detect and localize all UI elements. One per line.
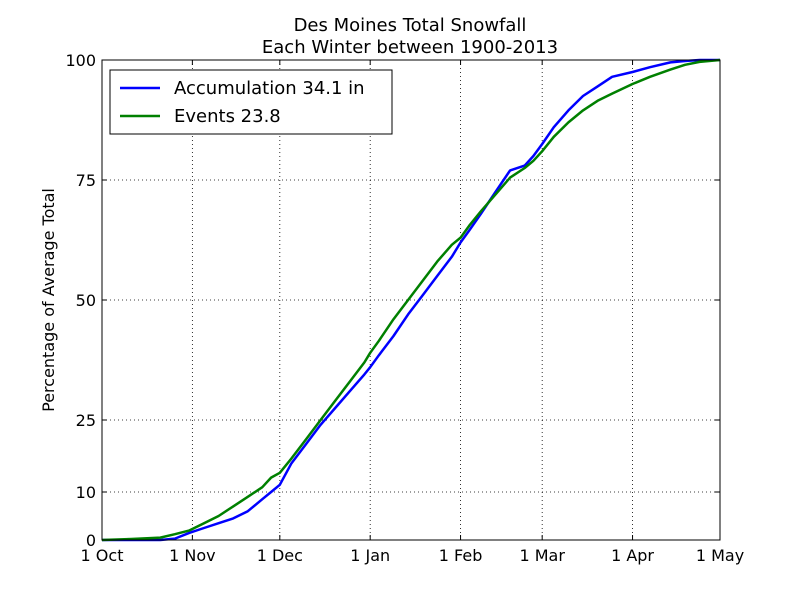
series-line-2 [101,58,721,542]
y-tick-label: 10 [76,483,96,502]
series-line-1 [102,58,720,542]
series-layer [101,58,721,542]
x-tick-label: 1 Jan [350,546,390,565]
x-tick-label: 1 Oct [81,546,124,565]
x-tick-label: 1 Nov [169,546,216,565]
y-tick-label: 0 [86,531,96,550]
legend-frame [109,69,393,135]
y-axis-label: Percentage of Average Total [39,188,58,412]
chart-title: Des Moines Total Snowfall [294,15,527,36]
legend-label: Accumulation 34.1 in [174,78,365,99]
x-tick-label: 1 Apr [611,546,654,565]
y-tick-label: 75 [76,171,96,190]
y-tick-label: 50 [76,291,96,310]
x-tick-label: 1 Mar [519,546,565,565]
y-tick-label: 25 [76,411,96,430]
chart-subtitle: Each Winter between 1900-2013 [262,37,558,58]
x-tick-label: 1 Feb [439,546,483,565]
legend-label: Events 23.8 [174,106,281,127]
y-tick-label: 100 [65,51,96,70]
x-tick-label: 1 May [696,546,744,565]
axis-ticks: 1 Oct 1 Nov 1 Dec 1 Jan 1 Feb 1 Mar 1 Apr 1 May… [65,51,744,565]
legend: Accumulation 34.1 in Events 23.8 [109,69,393,135]
x-tick-label: 1 Dec [257,546,303,565]
